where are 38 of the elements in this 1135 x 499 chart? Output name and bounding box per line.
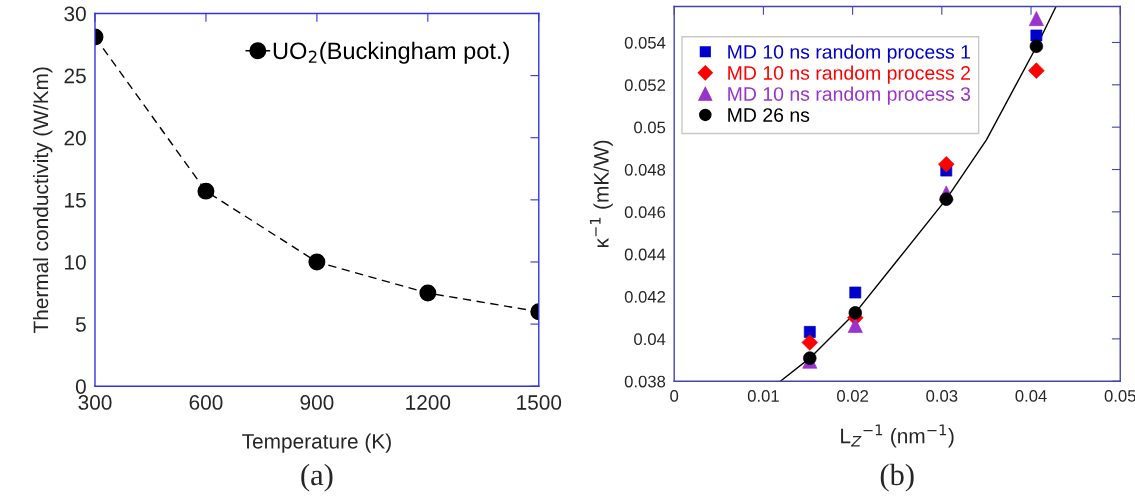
x-tick-label: 0.02 xyxy=(837,390,868,402)
y-tick-label: 0.054 xyxy=(624,36,666,49)
x-tick-label: 0.05 xyxy=(1104,390,1135,402)
x-tick-label: 600 xyxy=(189,395,223,410)
y-tick-label: 30 xyxy=(64,6,86,22)
legend-label: MD 10 ns random process 3 xyxy=(728,86,971,105)
x-axis-title: Temperature (K) xyxy=(242,433,391,453)
text: (b) xyxy=(880,463,914,492)
legend-label: MD 10 ns random process 2 xyxy=(728,65,970,84)
x-tick-label: 1200 xyxy=(406,395,451,410)
y-tick-label: 0.052 xyxy=(624,79,666,92)
x-tick-label: 0 xyxy=(670,390,679,402)
x-axis-title: L$_{Z}$$^{−1}$ (nm$^{−1}$) xyxy=(841,424,954,448)
y-tick-label: 5 xyxy=(75,317,86,332)
y-tick-label: 0.044 xyxy=(624,248,666,261)
y-tick-label: 25 xyxy=(64,68,86,84)
point xyxy=(308,253,326,271)
text: (a) xyxy=(301,463,333,492)
y-tick-label: 0.038 xyxy=(624,375,666,388)
y-tick-label: 15 xyxy=(65,193,86,208)
y-axis-title: Thermal conductivity (W/Km) xyxy=(32,67,53,334)
y-tick-label: 20 xyxy=(64,130,86,146)
y-tick-label: 0.04 xyxy=(634,333,666,346)
x-tick-label: 0.01 xyxy=(747,390,779,402)
y-tick-label: 0.046 xyxy=(624,206,666,219)
y-tick-label: 0.05 xyxy=(634,121,666,134)
legend-label: UO$_{2}$(Buckingham pot.) xyxy=(273,41,509,64)
y-tick-label: 0.048 xyxy=(624,163,666,176)
x-tick-label: 0.04 xyxy=(1015,390,1047,402)
y-tick-label: 10 xyxy=(65,254,86,270)
x-tick-label: 0.03 xyxy=(926,390,958,402)
x-tick-label: 300 xyxy=(78,395,112,410)
legend-label: MD 10 ns random process 1 xyxy=(728,44,970,63)
x-tick-label: 900 xyxy=(300,395,334,410)
y-axis-title: κ$^{−1}$ (mK/W) xyxy=(589,140,613,248)
y-tick-label: 0.042 xyxy=(624,290,666,303)
legend-label: MD 26 ns xyxy=(728,108,810,122)
x-tick-label: 1500 xyxy=(517,395,562,410)
